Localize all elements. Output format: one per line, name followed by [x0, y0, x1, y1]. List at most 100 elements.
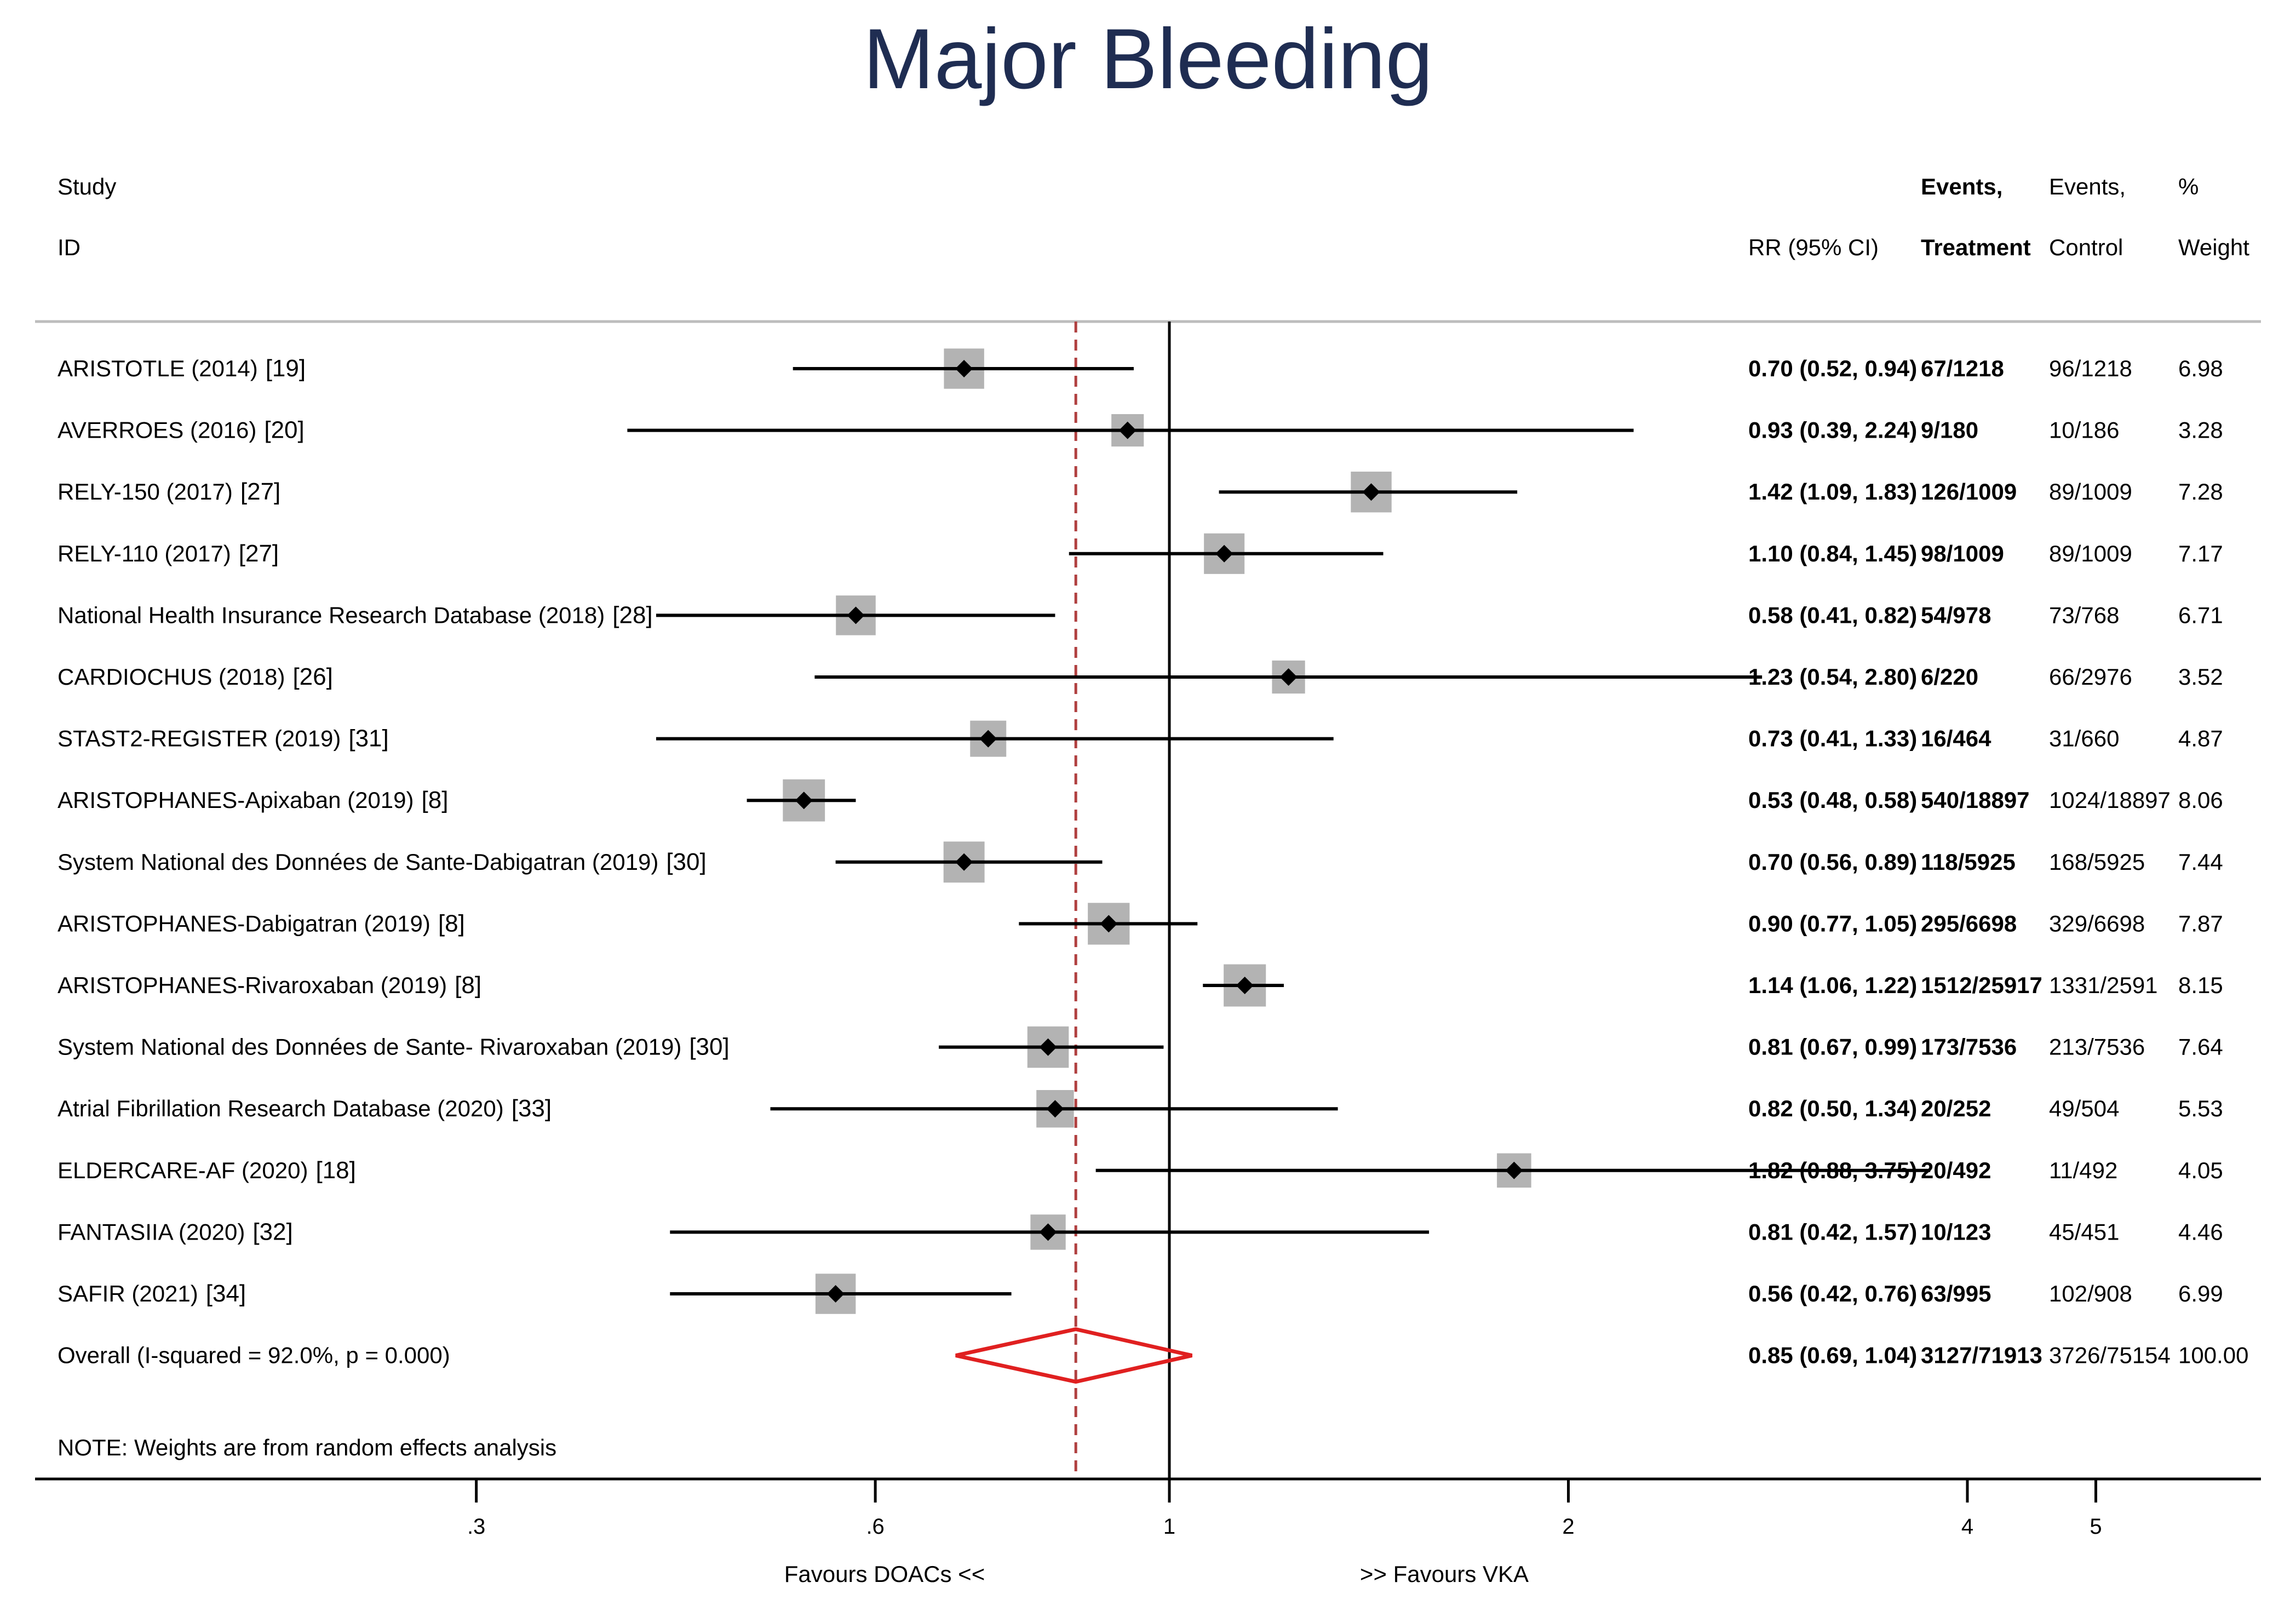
study-name: System National des Données de Sante- Ri… — [58, 1034, 681, 1060]
study-ref: [30] — [666, 848, 706, 875]
x-tick-label: 2 — [1562, 1515, 1574, 1539]
study-label: ELDERCARE-AF (2020) [18] — [58, 1157, 356, 1184]
events-control: 66/2976 — [2049, 664, 2132, 690]
study-name: ELDERCARE-AF (2020) — [58, 1157, 308, 1183]
study-label: ARISTOPHANES-Apixaban (2019) [8] — [58, 787, 448, 813]
rr-ci-value: 0.82 (0.50, 1.34) — [1748, 1096, 1917, 1121]
study-label: CARDIOCHUS (2018) [26] — [58, 663, 333, 690]
study-row: AVERROES (2016) [20] 0.93 (0.39, 2.24) 9/18… — [58, 414, 2223, 447]
events-control: 31/660 — [2049, 726, 2119, 752]
point-estimate — [1215, 544, 1233, 563]
study-ref: [30] — [689, 1034, 729, 1060]
favours-left-label: Favours DOACs << — [784, 1561, 985, 1587]
events-treatment: 118/5925 — [1921, 849, 2016, 875]
point-estimate — [1362, 483, 1380, 501]
study-row: ARISTOPHANES-Dabigatran (2019) [8] 0.90 (0… — [58, 903, 2223, 945]
study-ref: [26] — [292, 663, 332, 690]
study-name: ARISTOPHANES-Rivaroxaban (2019) — [58, 972, 447, 998]
events-treatment: 540/18897 — [1921, 787, 2030, 813]
point-estimate — [955, 853, 973, 871]
study-ref: [8] — [455, 972, 481, 999]
events-treatment: 126/1009 — [1921, 479, 2017, 504]
study-name: RELY-110 (2017) — [58, 541, 231, 566]
header-study: Study — [58, 174, 116, 199]
study-label: ARISTOPHANES-Rivaroxaban (2019) [8] — [58, 972, 481, 999]
study-name: National Health Insurance Research Datab… — [58, 602, 605, 628]
study-name: RELY-150 (2017) — [58, 479, 233, 504]
point-estimate — [826, 1285, 845, 1303]
study-name: STAST2-REGISTER (2019) — [58, 726, 341, 752]
weight-value: 7.87 — [2178, 910, 2223, 936]
study-name: System National des Données de Sante-Dab… — [58, 849, 658, 875]
study-label: RELY-150 (2017) [27] — [58, 478, 280, 505]
study-ref: [18] — [315, 1157, 355, 1184]
rr-ci-value: 0.56 (0.42, 0.76) — [1748, 1281, 1917, 1306]
rr-ci-value: 0.93 (0.39, 2.24) — [1748, 417, 1917, 443]
study-row: ARISTOPHANES-Rivaroxaban (2019) [8] 1.14 (… — [58, 964, 2223, 1007]
weight-value: 4.05 — [2178, 1157, 2223, 1183]
weight-value: 8.06 — [2178, 787, 2223, 813]
events-treatment: 1512/25917 — [1921, 972, 2042, 998]
x-tick-label: 4 — [1961, 1515, 1973, 1539]
events-control: 45/451 — [2049, 1219, 2119, 1245]
study-label: AVERROES (2016) [20] — [58, 417, 305, 444]
events-treatment: 20/492 — [1921, 1157, 1991, 1183]
study-row: System National des Données de Sante- Ri… — [58, 1026, 2223, 1068]
overall-label: Overall (I-squared = 92.0%, p = 0.000) — [58, 1343, 450, 1368]
study-ref: [32] — [252, 1218, 292, 1245]
study-ref: [20] — [264, 417, 304, 444]
study-name: ARISTOTLE (2014) — [58, 355, 258, 381]
study-row: RELY-110 (2017) [27] 1.10 (0.84, 1.45) 98/1… — [58, 533, 2223, 574]
study-label: Atrial Fibrillation Research Database (2… — [58, 1095, 552, 1122]
study-name: ARISTOPHANES-Apixaban (2019) — [58, 787, 414, 813]
header-events-control-1: Events, — [2049, 174, 2126, 199]
events-treatment: 63/995 — [1921, 1281, 1991, 1306]
weight-value: 3.28 — [2178, 417, 2223, 443]
study-row: SAFIR (2021) [34] 0.56 (0.42, 0.76) 63/995 1… — [58, 1274, 2223, 1314]
weight-value: 7.28 — [2178, 479, 2223, 504]
study-label: System National des Données de Sante- Ri… — [58, 1034, 730, 1060]
point-estimate — [1039, 1038, 1057, 1056]
study-name: SAFIR (2021) — [58, 1281, 198, 1306]
weight-value: 7.64 — [2178, 1034, 2223, 1060]
header-events-treatment-1: Events, — [1921, 174, 2002, 199]
events-treatment: 173/7536 — [1921, 1034, 2017, 1060]
overall-events-control: 3726/75154 — [2049, 1343, 2171, 1368]
rr-ci-value: 1.42 (1.09, 1.83) — [1748, 479, 1917, 504]
events-control: 1024/18897 — [2049, 787, 2171, 813]
weight-value: 4.87 — [2178, 726, 2223, 752]
study-label: SAFIR (2021) [34] — [58, 1280, 246, 1307]
study-label: RELY-110 (2017) [27] — [58, 540, 279, 567]
weight-value: 6.71 — [2178, 602, 2223, 628]
rr-ci-value: 0.58 (0.41, 0.82) — [1748, 602, 1917, 628]
weight-value: 6.99 — [2178, 1281, 2223, 1306]
weight-value: 8.15 — [2178, 972, 2223, 998]
weights-note: NOTE: Weights are from random effects an… — [58, 1435, 556, 1460]
rr-ci-value: 0.53 (0.48, 0.58) — [1748, 787, 1917, 813]
weight-value: 7.44 — [2178, 849, 2223, 875]
events-control: 213/7536 — [2049, 1034, 2145, 1060]
study-label: System National des Données de Sante-Dab… — [58, 848, 707, 875]
study-ref: [8] — [438, 910, 465, 937]
weight-value: 4.46 — [2178, 1219, 2223, 1245]
x-tick-label: .3 — [467, 1515, 485, 1539]
study-row: ARISTOPHANES-Apixaban (2019) [8] 0.53 (0.4… — [58, 779, 2223, 822]
events-control: 73/768 — [2049, 602, 2119, 628]
study-ref: [28] — [612, 601, 652, 628]
study-label: ARISTOTLE (2014) [19] — [58, 355, 306, 382]
study-row: Atrial Fibrillation Research Database (2… — [58, 1090, 2223, 1128]
rr-ci-value: 0.81 (0.67, 0.99) — [1748, 1034, 1917, 1060]
point-estimate — [955, 360, 973, 377]
events-control: 96/1218 — [2049, 355, 2132, 381]
events-control: 329/6698 — [2049, 910, 2145, 936]
events-control: 1331/2591 — [2049, 972, 2158, 998]
point-estimate — [1236, 977, 1254, 994]
study-row: System National des Données de Sante-Dab… — [58, 841, 2223, 883]
study-ref: [34] — [206, 1280, 246, 1307]
rr-ci-value: 0.81 (0.42, 1.57) — [1748, 1219, 1917, 1245]
study-row: STAST2-REGISTER (2019) [31] 0.73 (0.41, 1.… — [58, 720, 2223, 757]
study-name: Atrial Fibrillation Research Database (2… — [58, 1096, 504, 1121]
study-label: ARISTOPHANES-Dabigatran (2019) [8] — [58, 910, 465, 937]
x-tick-label: 5 — [2090, 1515, 2102, 1539]
